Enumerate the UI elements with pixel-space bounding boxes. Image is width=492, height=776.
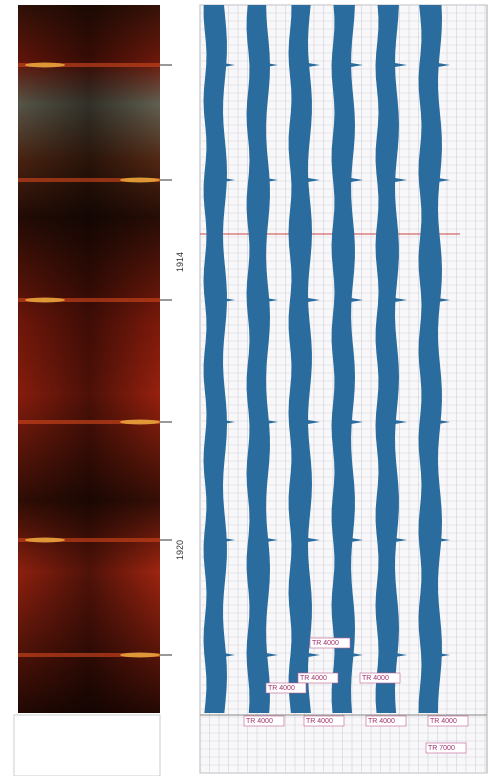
waveform-track	[331, 5, 355, 713]
core-highlight	[120, 652, 160, 658]
track-spike	[223, 420, 235, 424]
tag-box	[297, 672, 339, 684]
track-label: TR 4000	[246, 718, 273, 725]
track-spike	[395, 63, 407, 67]
core-streak	[18, 653, 160, 657]
track-spike	[438, 63, 450, 67]
track-spike	[266, 298, 278, 302]
track-spike	[438, 653, 450, 657]
track-spike	[395, 178, 407, 182]
core-streak	[18, 420, 160, 424]
track-label: TR 4000	[300, 675, 327, 682]
tag-box	[365, 715, 407, 727]
depth-label: 1920	[175, 540, 185, 560]
track-spike	[351, 420, 363, 424]
waveform-track	[375, 5, 399, 713]
track-label: TR 4000	[306, 718, 333, 725]
core-highlight	[25, 537, 65, 543]
track-spike	[308, 63, 320, 67]
track-spike	[438, 538, 450, 542]
core-footer	[13, 714, 161, 776]
track-spike	[223, 178, 235, 182]
track-spike	[266, 178, 278, 182]
track-spike	[395, 420, 407, 424]
tag-box	[303, 715, 345, 727]
track-spike	[266, 653, 278, 657]
tag-box	[359, 672, 401, 684]
track-label: TR 4000	[312, 640, 339, 647]
track-spike	[223, 538, 235, 542]
track-spike	[438, 178, 450, 182]
track-label: TR 7000	[428, 745, 455, 752]
core-streak	[18, 538, 160, 542]
track-spike	[438, 420, 450, 424]
track-spike	[351, 178, 363, 182]
depth-label: 1914	[175, 252, 185, 272]
track-spike	[223, 653, 235, 657]
core-highlight	[25, 297, 65, 303]
tracks: TR 4000 TR 4000 TR 4000 TR 4000 TR 4000 TR 40…	[203, 5, 469, 754]
track-spike	[351, 538, 363, 542]
core-streak	[18, 63, 160, 67]
track-spike	[351, 653, 363, 657]
track-spike	[223, 298, 235, 302]
track-spike	[438, 298, 450, 302]
tag-box	[427, 715, 469, 727]
track-spike	[395, 538, 407, 542]
waveform-track	[246, 5, 270, 713]
track-label: TR 4000	[368, 718, 395, 725]
track-spike	[351, 298, 363, 302]
tag-box	[425, 742, 467, 754]
core-shade	[18, 5, 160, 713]
track-spike	[223, 63, 235, 67]
track-spike	[266, 63, 278, 67]
track-spike	[308, 420, 320, 424]
track-label: TR 4000	[430, 718, 457, 725]
track-spike	[266, 538, 278, 542]
track-spike	[308, 178, 320, 182]
core-highlight	[25, 62, 65, 68]
core-highlight	[120, 177, 160, 183]
core-streaks	[18, 62, 172, 658]
tag-box	[309, 637, 351, 649]
track-spike	[395, 298, 407, 302]
track-label: TR 4000	[268, 685, 295, 692]
track-spike	[395, 653, 407, 657]
track-spike	[308, 298, 320, 302]
core-streak	[18, 298, 160, 302]
core-highlight	[120, 419, 160, 425]
track-label: TR 4000	[362, 675, 389, 682]
track-spike	[351, 63, 363, 67]
track-spike	[266, 420, 278, 424]
track-spike	[308, 538, 320, 542]
waveform-track	[288, 5, 312, 713]
tag-box	[265, 682, 307, 694]
waveform-track	[418, 5, 442, 713]
tag-box	[243, 715, 285, 727]
core-streak	[18, 178, 160, 182]
waveform-track	[203, 5, 227, 713]
track-spike	[308, 653, 320, 657]
